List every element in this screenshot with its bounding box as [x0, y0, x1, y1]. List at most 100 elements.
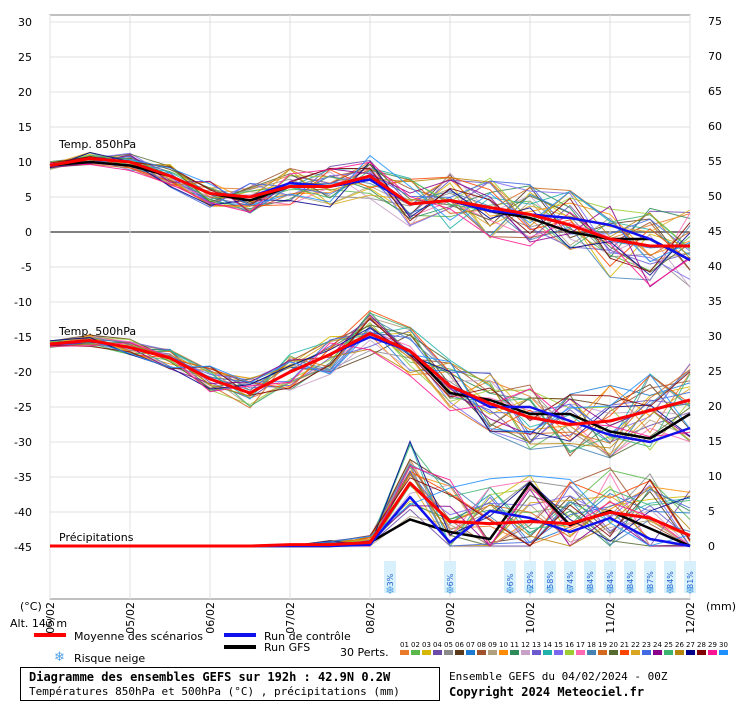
pert-color-12 [521, 650, 530, 655]
pert-number-23: 23 [642, 641, 651, 649]
pert-color-20 [609, 650, 618, 655]
pert-number-19: 19 [598, 641, 607, 649]
snow-risk-bg-8 [624, 561, 636, 593]
snow-risk-bg-7 [604, 561, 616, 593]
right-tick-12: 15 [708, 435, 722, 448]
legend-snow-label: Risque neige [74, 652, 146, 665]
pert-number-10: 10 [499, 641, 508, 649]
legend-mean-swatch [34, 633, 66, 637]
pert-number-21: 21 [620, 641, 629, 649]
snow-risk-pct-10: 84% [666, 571, 675, 589]
snow-risk-icon-4: ❄ [545, 584, 554, 597]
snow-risk-pct-7: 84% [606, 571, 615, 589]
snow-risk-bg-9 [644, 561, 656, 593]
x-tick-1: 05/02 [124, 602, 137, 634]
pert-number-07: 07 [466, 641, 475, 649]
legend-control-label: Run de contrôle [264, 630, 351, 643]
right-tick-14: 5 [708, 505, 715, 518]
left-tick-9: -15 [14, 331, 32, 344]
snow-risk-icon-5: ❄ [565, 584, 574, 597]
pert-number-03: 03 [422, 641, 431, 649]
member-21-t500 [49, 310, 691, 441]
pert-color-03 [422, 650, 431, 655]
panel-label-t850: Temp. 850hPa [58, 138, 136, 151]
pert-color-05 [444, 650, 453, 655]
snow-risk-bg-10 [664, 561, 676, 593]
right-tick-2: 65 [708, 85, 722, 98]
member-25-t500 [49, 312, 691, 452]
pert-color-22 [631, 650, 640, 655]
snow-risk-pct-4: 58% [546, 571, 555, 589]
series-t850-moyennedesscnarios [49, 157, 690, 248]
snow-risk-pct-3: 29% [526, 571, 535, 589]
member-18-t850 [49, 156, 691, 281]
pert-color-30 [719, 650, 728, 655]
x-tick-5: 09/02 [444, 602, 457, 634]
left-tick-1: 25 [18, 51, 32, 64]
right-tick-9: 30 [708, 330, 722, 343]
snow-risk-pct-1: 6% [446, 573, 455, 586]
right-tick-10: 25 [708, 365, 722, 378]
right-tick-1: 70 [708, 50, 722, 63]
member-25-t850 [49, 154, 691, 250]
pert-number-02: 02 [411, 641, 420, 649]
right-tick-15: 0 [708, 540, 715, 553]
pert-color-06 [455, 650, 464, 655]
main-series [49, 157, 691, 548]
footer-subtitle: Températures 850hPa et 500hPa (°C) , pré… [29, 685, 400, 698]
pert-color-17 [576, 650, 585, 655]
left-tick-0: 30 [18, 16, 32, 29]
right-tick-11: 20 [708, 400, 722, 413]
snow-risk-pct-0: 3% [386, 573, 395, 586]
pert-number-15: 15 [554, 641, 563, 649]
pert-number-26: 26 [675, 641, 684, 649]
snow-risk-bg-11 [684, 561, 696, 593]
pert-color-08 [477, 650, 486, 655]
pert-color-07 [466, 650, 475, 655]
snow-risk-pct-8: 84% [626, 571, 635, 589]
snow-risk-pct-5: 74% [566, 571, 575, 589]
pert-color-04 [433, 650, 442, 655]
right-axis-unit: (mm) [706, 600, 736, 613]
right-tick-4: 55 [708, 155, 722, 168]
member-11-t500 [49, 311, 691, 454]
snow-risk-icon-3: ❄ [525, 584, 534, 597]
pert-number-14: 14 [543, 641, 552, 649]
snow-risk-pct-9: 87% [646, 571, 655, 589]
snow-risk-bg-5 [564, 561, 576, 593]
snow-risk-bg-6 [584, 561, 596, 593]
pert-color-24 [653, 650, 662, 655]
legend-perts-label: 30 Perts. [340, 646, 389, 659]
snow-risk-pct-11: 81% [686, 571, 695, 589]
series-precip-moyennedesscnarios [50, 481, 691, 548]
left-tick-15: -45 [14, 541, 32, 554]
snow-risk-icon-10: ❄ [665, 584, 674, 597]
right-tick-5: 50 [708, 190, 722, 203]
snow-risk-bg-3 [524, 561, 536, 593]
pert-number-29: 29 [708, 641, 717, 649]
pert-number-12: 12 [521, 641, 530, 649]
pert-number-06: 06 [455, 641, 464, 649]
footer-box: Diagramme des ensembles GEFS sur 192h : … [20, 667, 440, 701]
pert-number-27: 27 [686, 641, 695, 649]
pert-color-19 [598, 650, 607, 655]
right-tick-0: 75 [708, 15, 722, 28]
pert-color-13 [532, 650, 541, 655]
pert-color-18 [587, 650, 596, 655]
left-tick-6: 0 [25, 226, 32, 239]
legend-gfs-swatch [224, 645, 256, 649]
snow-risk-pct-6: 84% [586, 571, 595, 589]
x-tick-3: 07/02 [284, 602, 297, 634]
x-axis-ticks: 05/02 05/02 06/02 07/02 08/02 09/02 10/02 11/02… [44, 602, 697, 634]
pert-color-21 [620, 650, 629, 655]
x-tick-4: 08/02 [364, 602, 377, 634]
member-17-t850 [49, 163, 691, 282]
copyright-label: Copyright 2024 Meteociel.fr [449, 685, 645, 699]
snow-risk-icon-7: ❄ [605, 584, 614, 597]
member-24-t500 [49, 314, 691, 438]
right-tick-7: 40 [708, 260, 722, 273]
ensemble-members [49, 151, 691, 548]
pert-color-27 [686, 650, 695, 655]
